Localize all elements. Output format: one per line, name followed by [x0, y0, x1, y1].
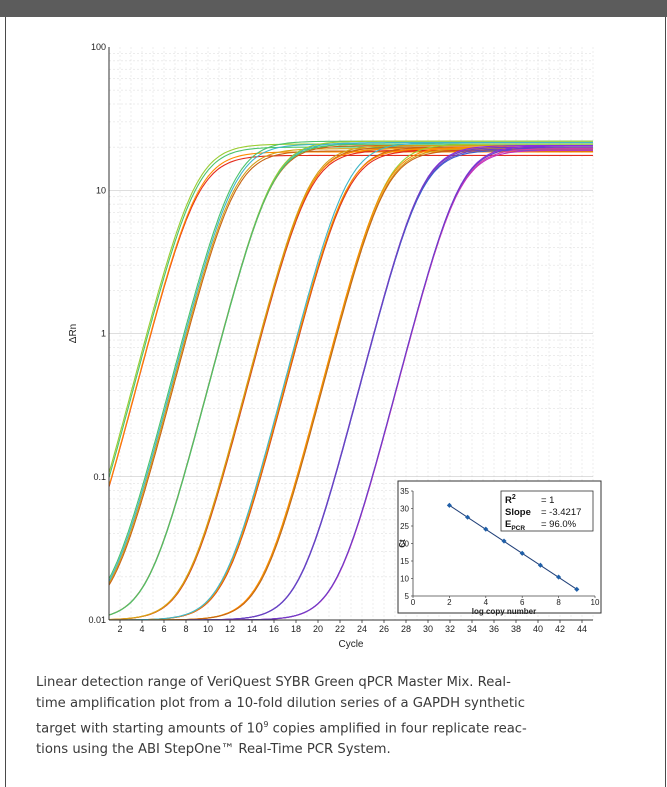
caption-text: tions using the ABI StepOne™ Real-Time P…	[36, 742, 391, 758]
y-axis-label: ΔRn	[68, 324, 79, 343]
inset-x-tick-label: 10	[591, 598, 600, 607]
x-tick-label: 38	[511, 624, 521, 634]
y-tick-labels: 0.01 0.1 1 10 100	[88, 42, 106, 625]
y-tick-label: 100	[91, 42, 106, 52]
r-squared-value: = 1	[541, 495, 554, 506]
inset-x-tick-label: 2	[447, 598, 452, 607]
inset-data-point	[483, 526, 489, 532]
efficiency-value: = 96.0%	[541, 519, 577, 530]
inset-x-tick-label: 8	[556, 598, 561, 607]
x-tick-label: 22	[335, 624, 345, 634]
x-tick-label: 12	[225, 624, 235, 634]
inset-x-axis-label: log copy number	[472, 607, 536, 616]
inset-data-point	[574, 586, 580, 592]
y-tick-label: 1	[101, 329, 106, 339]
x-tick-label: 4	[139, 624, 144, 634]
x-tick-label: 28	[401, 624, 411, 634]
x-tick-label: 32	[445, 624, 455, 634]
figure-caption: Linear detection range of VeriQuest SYBR…	[36, 672, 636, 760]
x-tick-label: 6	[161, 624, 166, 634]
inset-data-point	[519, 550, 525, 556]
x-tick-label: 24	[357, 624, 367, 634]
inset-data-point	[465, 514, 471, 520]
x-tick-label: 18	[291, 624, 301, 634]
inset-y-tick-label: 20	[400, 540, 409, 549]
inset-data-point	[556, 574, 562, 580]
inset-x-tick-label: 0	[411, 598, 416, 607]
caption-text: Linear detection range of VeriQuest SYBR…	[36, 675, 511, 690]
amplification-curve	[108, 142, 593, 621]
inset-y-axis-label: Ct	[398, 539, 407, 548]
inset-trendline	[449, 504, 578, 590]
x-tick-label: 16	[269, 624, 279, 634]
inset-y-tick-label: 15	[400, 557, 409, 566]
r-squared-label: R2	[505, 494, 516, 506]
caption-text: time amplification plot from a 10-fold d…	[36, 696, 525, 711]
x-axis-label: Cycle	[338, 639, 363, 650]
y-tick-label: 10	[96, 185, 106, 195]
inset-axes	[411, 490, 596, 598]
y-tick-label: 0.01	[88, 615, 106, 625]
inset-tick-labels: 0 2 4 6 8 10 5 10 15 20 25 30 35	[400, 487, 600, 607]
inset-y-tick-label: 5	[405, 592, 410, 601]
caption-line: time amplification plot from a 10-fold d…	[36, 693, 636, 714]
inset-y-tick-label: 10	[400, 575, 409, 584]
x-tick-label: 2	[117, 624, 122, 634]
x-tick-label: 36	[489, 624, 499, 634]
x-tick-label: 40	[533, 624, 543, 634]
caption-line: target with starting amounts of 109 copi…	[36, 714, 636, 739]
x-tick-labels: 2 4 6 8 10 12 14 16 18 20 22 24 26 28 30 32 34 36 38 40 42 44	[117, 624, 587, 634]
inset-y-tick-label: 30	[400, 505, 409, 514]
x-tick-label: 8	[183, 624, 188, 634]
x-tick-label: 20	[313, 624, 323, 634]
x-tick-label: 44	[577, 624, 587, 634]
slope-value: = -3.4217	[541, 507, 581, 518]
header-bar	[0, 0, 667, 17]
caption-line: Linear detection range of VeriQuest SYBR…	[36, 672, 636, 693]
x-tick-label: 42	[555, 624, 565, 634]
x-tick-label: 26	[379, 624, 389, 634]
caption-text: target with starting amounts of 10	[36, 721, 264, 737]
inset-x-tick-label: 6	[520, 598, 525, 607]
x-tick-label: 14	[247, 624, 257, 634]
inset-x-tick-label: 4	[484, 598, 489, 607]
caption-superscript: 9	[263, 720, 269, 729]
x-tick-label: 10	[203, 624, 213, 634]
caption-line: tions using the ABI StepOne™ Real-Time P…	[36, 739, 636, 760]
efficiency-label: EPCR	[505, 519, 525, 532]
inset-y-tick-label: 35	[400, 487, 409, 496]
x-tick-label: 30	[423, 624, 433, 634]
content-frame	[5, 17, 666, 787]
inset-data-point	[446, 502, 452, 508]
inset-y-tick-label: 25	[400, 522, 409, 531]
slope-label: Slope	[505, 507, 531, 518]
caption-text: copies amplified in four replicate reac-	[268, 721, 527, 737]
x-tick-label: 34	[467, 624, 477, 634]
regression-stats-box	[500, 490, 594, 532]
y-tick-label: 0.1	[93, 472, 106, 482]
plot-axes	[108, 47, 593, 623]
amplification-curve	[108, 154, 593, 488]
